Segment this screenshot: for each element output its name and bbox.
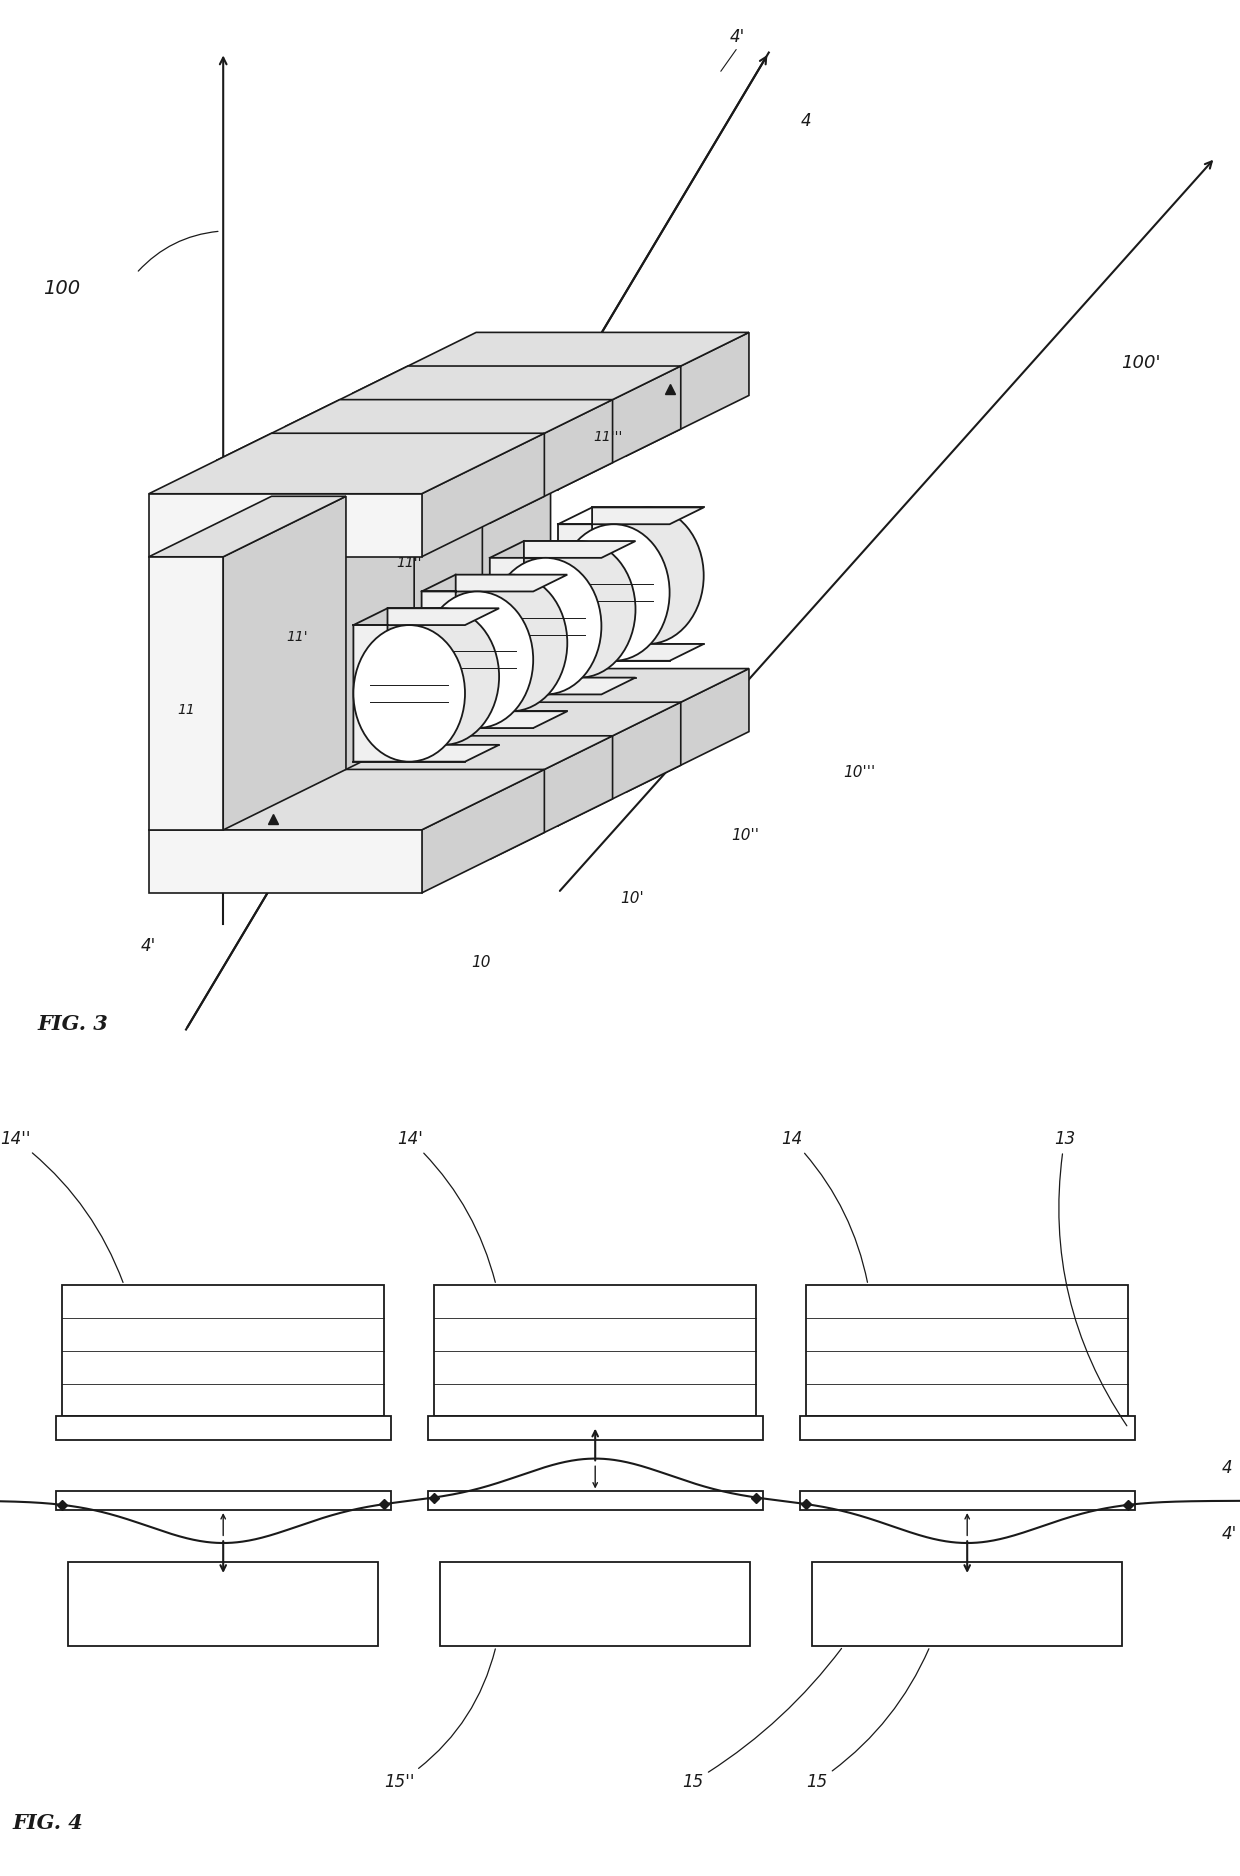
Text: 100': 100': [1121, 355, 1161, 371]
Polygon shape: [285, 490, 360, 764]
Polygon shape: [422, 433, 544, 557]
Polygon shape: [285, 764, 558, 825]
Polygon shape: [353, 668, 749, 730]
Polygon shape: [353, 396, 551, 456]
Text: 10: 10: [471, 955, 491, 970]
Bar: [806, 1285, 1128, 1416]
Text: 10'': 10'': [732, 829, 760, 844]
Bar: [428, 1416, 763, 1441]
Polygon shape: [626, 332, 749, 456]
Text: 10''': 10''': [843, 765, 875, 780]
Text: 10': 10': [620, 891, 644, 906]
Text: 4: 4: [801, 113, 811, 129]
Polygon shape: [353, 608, 498, 762]
Polygon shape: [626, 668, 749, 792]
Polygon shape: [149, 493, 422, 557]
Polygon shape: [490, 540, 636, 694]
Polygon shape: [490, 735, 613, 859]
Text: 4': 4': [730, 28, 745, 47]
Polygon shape: [217, 523, 291, 795]
Polygon shape: [558, 507, 704, 660]
Text: 11''': 11''': [593, 430, 622, 445]
Bar: [62, 1285, 384, 1416]
Polygon shape: [360, 430, 482, 764]
Bar: [800, 1491, 1135, 1510]
Bar: [56, 1491, 391, 1510]
Polygon shape: [285, 430, 482, 490]
Text: 11'': 11'': [397, 557, 422, 570]
Polygon shape: [217, 400, 613, 460]
Ellipse shape: [353, 625, 465, 762]
Ellipse shape: [558, 523, 670, 660]
Bar: [812, 1561, 1122, 1647]
Text: 15: 15: [806, 1649, 929, 1792]
Polygon shape: [558, 702, 681, 825]
Text: 14': 14': [397, 1131, 495, 1283]
Text: 4: 4: [1221, 1460, 1233, 1476]
Bar: [428, 1491, 763, 1510]
Polygon shape: [490, 400, 613, 523]
Text: 15'': 15'': [384, 1649, 495, 1792]
Ellipse shape: [490, 557, 601, 694]
Bar: [440, 1561, 750, 1647]
Text: 14: 14: [781, 1131, 868, 1283]
Polygon shape: [353, 332, 749, 392]
Polygon shape: [285, 366, 681, 426]
Polygon shape: [149, 769, 544, 829]
Ellipse shape: [387, 608, 498, 745]
Polygon shape: [422, 769, 544, 893]
Polygon shape: [285, 426, 558, 490]
Text: 14'': 14'': [0, 1131, 123, 1283]
Polygon shape: [149, 433, 544, 493]
Polygon shape: [217, 463, 414, 523]
Polygon shape: [422, 574, 568, 728]
Bar: [68, 1561, 378, 1647]
Bar: [800, 1416, 1135, 1441]
Polygon shape: [558, 366, 681, 490]
Text: 11: 11: [177, 704, 195, 717]
Text: 15: 15: [682, 1649, 842, 1792]
Ellipse shape: [593, 507, 704, 643]
Polygon shape: [223, 497, 346, 829]
Polygon shape: [285, 702, 681, 764]
Ellipse shape: [525, 540, 635, 677]
Ellipse shape: [456, 574, 568, 711]
Bar: [56, 1416, 391, 1441]
Polygon shape: [149, 497, 346, 557]
Text: 4': 4': [141, 936, 156, 955]
Polygon shape: [217, 460, 490, 523]
Polygon shape: [353, 392, 626, 456]
Polygon shape: [217, 795, 490, 859]
Bar: [434, 1285, 756, 1416]
Polygon shape: [428, 396, 551, 730]
Polygon shape: [149, 829, 422, 893]
Text: 13: 13: [1054, 1131, 1127, 1426]
Ellipse shape: [422, 591, 533, 728]
Polygon shape: [353, 730, 626, 792]
Text: 4': 4': [1221, 1525, 1236, 1542]
Text: 11': 11': [286, 630, 309, 643]
Polygon shape: [291, 463, 414, 795]
Text: FIG. 4: FIG. 4: [12, 1812, 83, 1833]
Polygon shape: [353, 456, 428, 730]
Polygon shape: [149, 557, 223, 829]
Text: FIG. 3: FIG. 3: [37, 1013, 108, 1034]
Text: 100: 100: [43, 280, 81, 298]
Polygon shape: [217, 735, 613, 795]
